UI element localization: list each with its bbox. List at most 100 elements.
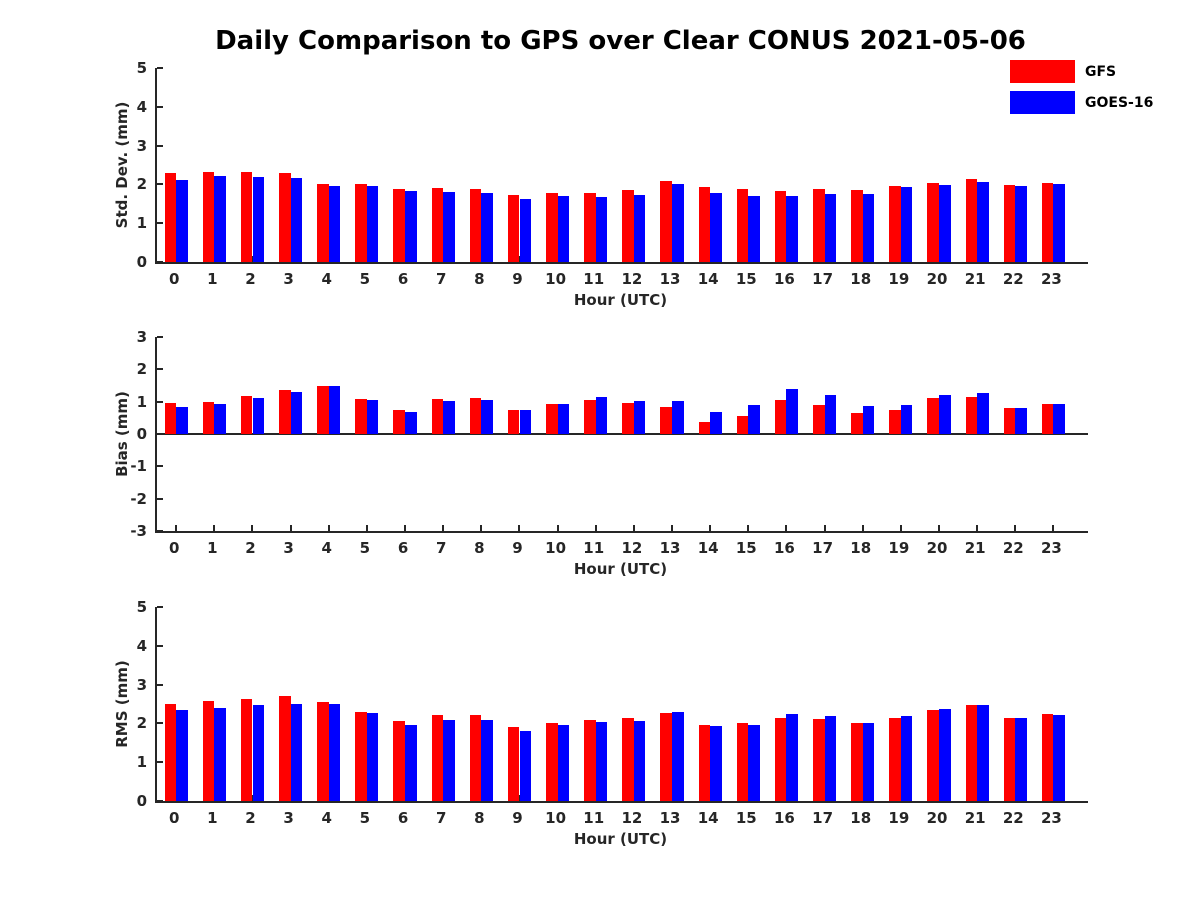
bar-goes-16-hour-4	[328, 186, 341, 262]
x-tick-label: 7	[435, 809, 447, 827]
bar-goes-16-hour-19	[900, 404, 913, 434]
bar-gfs-hour-10	[546, 193, 558, 262]
bar-gfs-hour-14	[698, 421, 711, 434]
bar-goes-16-hour-4	[328, 385, 341, 434]
bar-gfs-hour-6	[393, 189, 405, 262]
x-tick-label: 13	[659, 539, 681, 557]
bar-gfs-hour-12	[622, 189, 634, 262]
x-tick-label: 2	[245, 809, 256, 827]
bar-gfs-hour-18	[851, 413, 863, 434]
bar-gfs-hour-1	[202, 402, 215, 434]
y-tick	[157, 144, 163, 147]
bar-gfs-hour-12	[622, 718, 634, 801]
legend-item-goes16: GOES-16	[1010, 91, 1153, 114]
y-tick	[157, 105, 163, 108]
bar-gfs-hour-8	[469, 189, 482, 262]
bar-gfs-hour-19	[889, 185, 901, 262]
bar-gfs-hour-5	[355, 399, 367, 434]
bar-gfs-hour-21	[965, 396, 978, 434]
bar-goes-16-hour-1	[214, 707, 226, 801]
x-tick-label: 4	[321, 539, 332, 557]
bar-gfs-hour-17	[813, 718, 825, 801]
bar-goes-16-hour-10	[557, 196, 570, 262]
bar-gfs-hour-1	[202, 171, 215, 262]
bar-goes-16-hour-2	[252, 176, 265, 262]
y-tick-label: 0	[136, 792, 147, 810]
bar-goes-16-hour-3	[290, 704, 303, 801]
bar-gfs-hour-4	[317, 184, 329, 262]
x-tick-label: 23	[1040, 809, 1062, 827]
x-tick-label: 9	[512, 539, 523, 557]
x-tick-label: 19	[888, 539, 910, 557]
x-tick-label: 1	[207, 539, 218, 557]
x-tick	[861, 525, 864, 531]
x-axis-title: Hour (UTC)	[573, 560, 668, 578]
x-tick-label: 21	[964, 539, 986, 557]
y-tick-label: -3	[130, 522, 147, 540]
x-tick-label: 0	[168, 809, 180, 827]
y-tick	[157, 497, 163, 500]
x-tick-label: 10	[545, 809, 567, 827]
x-tick-label: 15	[735, 809, 757, 827]
bar-gfs-hour-22	[1003, 408, 1016, 434]
x-tick-label: 6	[397, 539, 409, 557]
x-tick-label: 22	[1002, 539, 1024, 557]
bar-gfs-hour-5	[355, 184, 367, 262]
x-tick	[899, 525, 902, 531]
bar-gfs-hour-11	[584, 400, 596, 434]
bar-goes-16-hour-15	[748, 404, 760, 434]
bar-gfs-hour-11	[584, 719, 596, 801]
bar-goes-16-hour-13	[672, 184, 684, 262]
bar-goes-16-hour-19	[900, 716, 913, 801]
bar-gfs-hour-2	[240, 698, 253, 801]
bar-goes-16-hour-8	[481, 193, 493, 262]
bar-gfs-hour-10	[546, 403, 558, 434]
x-tick-label: 21	[964, 809, 986, 827]
bar-gfs-hour-11	[584, 193, 596, 262]
x-tick	[365, 525, 368, 531]
bar-gfs-hour-14	[698, 724, 711, 801]
bar-goes-16-hour-20	[939, 184, 951, 262]
x-tick-label: 2	[245, 539, 256, 557]
bar-gfs-hour-13	[660, 180, 672, 262]
bar-goes-16-hour-9	[519, 198, 532, 262]
y-tick	[157, 683, 163, 686]
y-tick-label: 2	[136, 360, 147, 379]
bar-gfs-hour-17	[813, 404, 825, 434]
x-tick-label: 5	[359, 539, 371, 557]
bar-gfs-hour-23	[1041, 182, 1054, 262]
x-tick-label: 12	[621, 539, 643, 557]
bar-goes-16-hour-11	[595, 721, 608, 801]
x-tick-label: 3	[283, 270, 294, 288]
bias-subplot-plot-area	[155, 336, 1088, 533]
bar-gfs-hour-16	[774, 191, 787, 262]
x-tick	[480, 525, 483, 531]
bar-goes-16-hour-21	[977, 181, 989, 262]
bar-gfs-hour-13	[660, 712, 672, 801]
bar-goes-16-hour-6	[405, 191, 417, 262]
bar-goes-16-hour-5	[366, 400, 379, 434]
bar-goes-16-hour-17	[824, 193, 837, 262]
bar-goes-16-hour-16	[786, 389, 798, 434]
x-tick-label: 21	[964, 270, 986, 288]
x-tick	[213, 525, 216, 531]
x-tick-label: 0	[168, 270, 180, 288]
bar-gfs-hour-23	[1041, 713, 1054, 801]
y-tick-label: 5	[136, 59, 147, 77]
x-tick	[671, 525, 674, 531]
x-tick	[823, 525, 826, 531]
bar-gfs-hour-10	[546, 722, 558, 801]
bar-gfs-hour-8	[469, 714, 482, 801]
x-tick-label: 16	[774, 539, 795, 557]
bar-goes-16-hour-15	[748, 724, 760, 801]
bar-goes-16-hour-2	[252, 398, 265, 434]
x-tick-label: 16	[774, 270, 795, 288]
y-tick-label: 1	[136, 392, 147, 411]
bar-goes-16-hour-7	[443, 192, 455, 262]
x-axis-title: Hour (UTC)	[573, 291, 668, 309]
bar-gfs-hour-0	[164, 403, 177, 434]
y-tick	[157, 222, 163, 225]
x-tick	[1014, 525, 1017, 531]
bar-goes-16-hour-6	[405, 412, 417, 434]
bar-goes-16-hour-9	[519, 731, 532, 801]
